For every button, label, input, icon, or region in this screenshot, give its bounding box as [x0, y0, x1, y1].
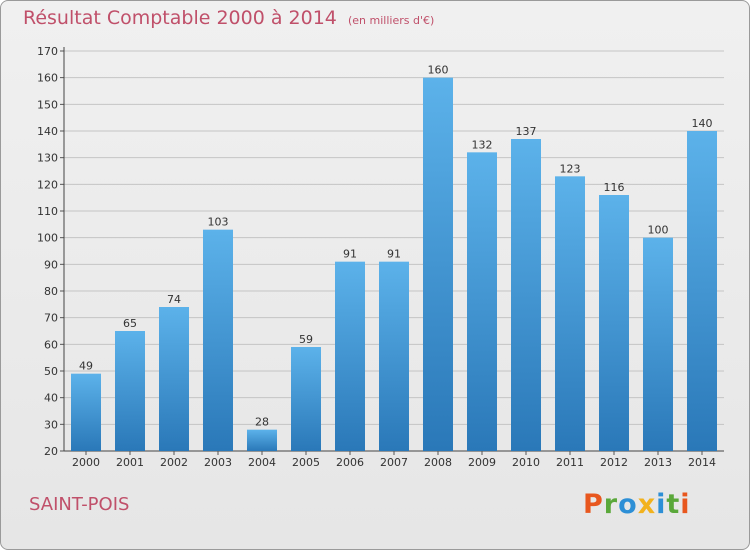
bar: [423, 77, 453, 452]
x-tick-label: 2002: [160, 456, 188, 469]
bar-value-label: 132: [472, 138, 493, 151]
brand-letter: i: [680, 489, 691, 520]
x-tick-label: 2005: [292, 456, 320, 469]
brand-letter: x: [637, 489, 657, 520]
bar: [555, 176, 585, 452]
y-tick-label: 40: [44, 392, 58, 405]
chart-title: Résultat Comptable 2000 à 2014 (en milli…: [23, 7, 434, 29]
bar: [379, 261, 409, 451]
proxiti-logo: Proxiti: [583, 489, 691, 520]
bar-value-label: 28: [255, 416, 269, 429]
brand-letter: P: [583, 489, 604, 520]
bar-value-label: 116: [604, 181, 625, 194]
bar-value-label: 140: [692, 117, 713, 130]
bar-value-label: 103: [208, 216, 229, 229]
bar: [643, 237, 673, 451]
y-tick-label: 100: [37, 232, 58, 245]
x-tick-label: 2010: [512, 456, 540, 469]
y-tick-label: 50: [44, 365, 58, 378]
chart-title-main: Résultat Comptable 2000 à 2014: [23, 7, 337, 29]
x-tick-label: 2011: [556, 456, 584, 469]
x-tick-label: 2004: [248, 456, 276, 469]
y-tick-label: 120: [37, 178, 58, 191]
brand-letter: o: [618, 489, 638, 520]
y-tick-label: 20: [44, 445, 58, 458]
y-tick-label: 170: [37, 45, 58, 58]
bar: [203, 229, 233, 451]
x-tick-label: 2008: [424, 456, 452, 469]
bar: [291, 347, 321, 451]
y-tick-label: 30: [44, 418, 58, 431]
y-tick-label: 110: [37, 205, 58, 218]
x-tick-label: 2012: [600, 456, 628, 469]
brand-letter: r: [603, 489, 619, 520]
bar-value-label: 49: [79, 360, 93, 373]
y-tick-label: 150: [37, 98, 58, 111]
bar: [335, 261, 365, 451]
bar: [159, 307, 189, 451]
bar-value-label: 91: [387, 248, 401, 261]
y-tick-label: 90: [44, 258, 58, 271]
bar-value-label: 59: [299, 333, 313, 346]
y-tick-label: 160: [37, 72, 58, 85]
x-tick-label: 2009: [468, 456, 496, 469]
bar: [247, 429, 277, 451]
brand-letter: t: [666, 489, 681, 520]
y-tick-label: 70: [44, 312, 58, 325]
bar: [115, 331, 145, 451]
x-tick-label: 2007: [380, 456, 408, 469]
bar: [71, 373, 101, 451]
x-tick-label: 2014: [688, 456, 716, 469]
y-tick-label: 80: [44, 285, 58, 298]
city-name: SAINT-POIS: [29, 494, 130, 515]
bar-value-label: 100: [648, 224, 669, 237]
chart-title-unit: (en milliers d'€): [347, 14, 435, 27]
bar-value-label: 123: [560, 162, 581, 175]
bar-value-label: 65: [123, 317, 137, 330]
bar-value-label: 74: [167, 293, 181, 306]
y-tick-label: 140: [37, 125, 58, 138]
bar: [687, 131, 717, 451]
bar: [467, 152, 497, 452]
x-tick-label: 2001: [116, 456, 144, 469]
brand-letter: i: [656, 489, 667, 520]
bar-value-label: 137: [516, 125, 537, 138]
x-tick-label: 2013: [644, 456, 672, 469]
x-tick-label: 2000: [72, 456, 100, 469]
y-tick-label: 130: [37, 152, 58, 165]
x-tick-label: 2006: [336, 456, 364, 469]
y-tick-label: 60: [44, 338, 58, 351]
bar: [511, 139, 541, 451]
bar-value-label: 160: [428, 64, 449, 77]
bar-value-label: 91: [343, 248, 357, 261]
bar: [599, 195, 629, 451]
x-tick-label: 2003: [204, 456, 232, 469]
